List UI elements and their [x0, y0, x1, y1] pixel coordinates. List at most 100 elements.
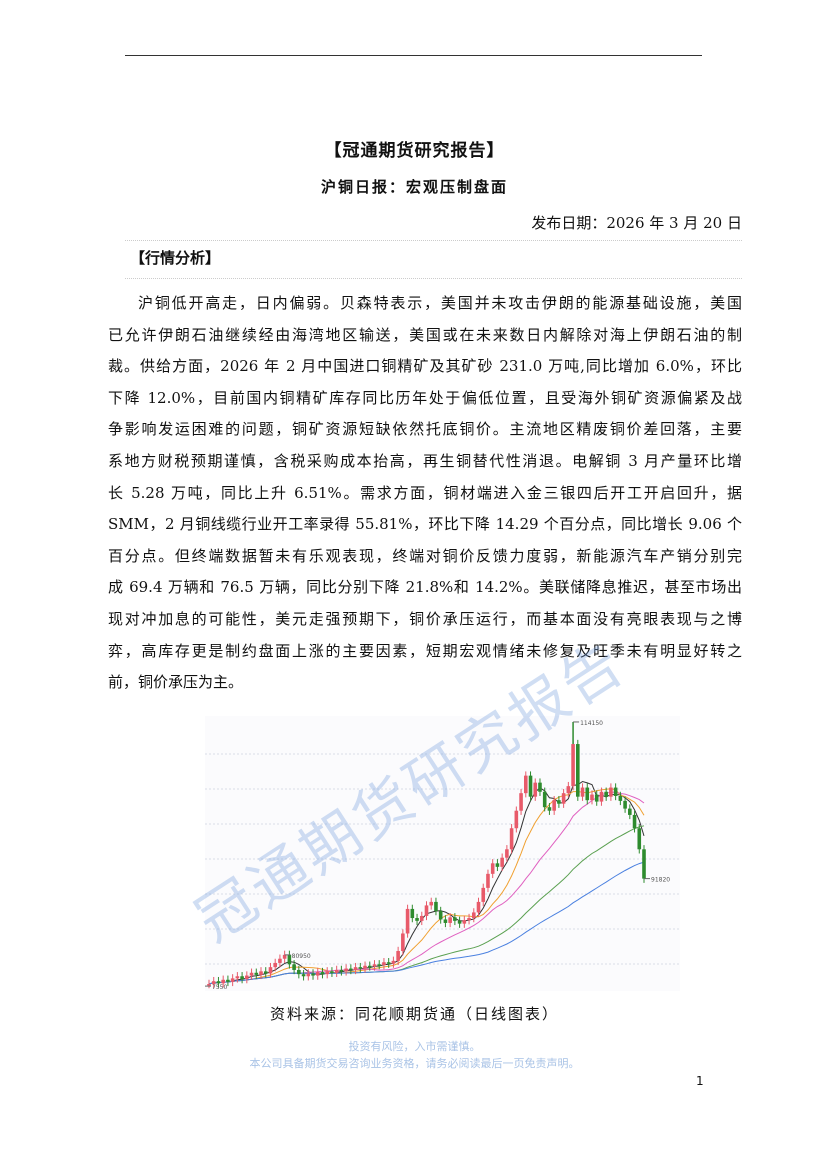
paragraph-line: 下降 12.0%，目前国内铜精矿库存同比历年处于偏低位置，且受海外铜矿资源偏紧及… [108, 388, 742, 407]
candle-body [552, 800, 556, 811]
candle-body [334, 969, 339, 973]
candle-body [240, 976, 244, 980]
candle-body [471, 912, 476, 919]
candle-body [500, 857, 504, 867]
candle-body [226, 979, 230, 982]
paragraph-line: 裁。供给方面，2026 年 2 月中国进口铜精矿及其矿砂 231.0 万吨,同比… [108, 357, 742, 376]
candle-body [438, 911, 443, 920]
candle-body [405, 908, 410, 934]
candle-body [576, 744, 580, 797]
candle-body [311, 973, 315, 976]
candle-body [349, 968, 353, 971]
candle-body [590, 794, 594, 801]
candle-body [415, 918, 419, 921]
candle-body [377, 964, 382, 966]
candle-body [367, 965, 372, 968]
annotation-label: 91820 [651, 877, 670, 884]
candle-body [613, 787, 618, 796]
annotation-label: 80950 [292, 953, 311, 960]
candle-body [533, 782, 538, 797]
candle-body [268, 967, 273, 974]
publish-date: 发布日期：2026 年 3 月 20 日 [531, 214, 742, 232]
candle-body [628, 808, 632, 815]
candle-body [263, 971, 268, 974]
candle-body [372, 964, 377, 967]
candle-body [542, 791, 547, 808]
candle-body [344, 968, 348, 972]
section-divider [125, 240, 742, 241]
candle-body [514, 810, 519, 829]
candle-body [363, 965, 367, 969]
moving-average-ma10 [208, 788, 645, 985]
candle-body [505, 849, 509, 858]
price-chart: 114150 80950 91820 7550 [205, 716, 680, 991]
candle-body [235, 976, 240, 979]
candle-body [211, 981, 216, 984]
candle-body [561, 793, 566, 804]
paragraph-line: 争影响发运困难的问题，铜矿资源短缺依然托底铜价。主流地区精废铜价差回落，主要 [108, 420, 742, 439]
candle-body [609, 787, 613, 797]
candle-body [330, 971, 334, 973]
paragraph-line: 已允许伊朗石油继续经由海湾地区输送，美国或在未来数日内解除对海上伊朗石油的制 [108, 325, 742, 344]
candle-body [467, 918, 471, 921]
candle-body [386, 962, 391, 964]
paragraph-line: 长 5.28 万吨，同比上升 6.51%。需求方面，铜材端进入金三银四后开工开启… [108, 483, 742, 502]
candle-body [538, 782, 542, 792]
candle-body [453, 917, 457, 921]
annotation-label: 114150 [580, 720, 603, 727]
candle-body [254, 972, 259, 975]
chart-background [205, 716, 680, 991]
candle-body [557, 800, 561, 804]
candle-body [429, 901, 434, 906]
candle-body [401, 933, 405, 952]
candle-body [457, 920, 462, 924]
candle-body [292, 964, 296, 970]
report-title: 【冠通期货研究报告】 [324, 141, 505, 161]
candle-body [443, 919, 448, 923]
candle-body [249, 972, 254, 976]
header-rule [125, 55, 702, 56]
candle-body [315, 972, 320, 976]
report-subtitle: 沪铜日报：宏观压制盘面 [320, 178, 508, 196]
candle-body [523, 775, 528, 794]
paragraph-line: 成 69.4 万辆和 76.5 万辆，同比分别下降 21.8%和 14.2%。美… [108, 578, 742, 597]
paragraph-line: 系地方财税预期谨慎，含税采购成本抬高，再生铜替代性消退。电解铜 3 月产量环比增 [108, 452, 742, 470]
candle-body [642, 849, 646, 879]
candle-body [382, 962, 386, 966]
candle-body [604, 791, 608, 797]
candle-body [632, 814, 637, 829]
candle-body [287, 954, 292, 965]
candle-body [623, 800, 627, 809]
candle-body [594, 794, 599, 802]
candle-body [396, 951, 400, 961]
paragraph-line: 前，铜价承压为主。 [108, 673, 244, 692]
candle-body [221, 979, 225, 984]
candle-body [448, 917, 452, 923]
candle-body [571, 744, 575, 787]
chart-caption: 资料来源：同花顺期货通（日线图表） [269, 1005, 559, 1023]
candle-body [245, 975, 249, 980]
candle-body [637, 828, 642, 850]
candle-body [301, 974, 306, 977]
candle-body [495, 863, 500, 867]
candle-body [547, 807, 552, 811]
candle-body [490, 863, 495, 874]
candle-body [259, 971, 263, 975]
candle-body [566, 786, 571, 794]
candle-body [481, 887, 486, 902]
candle-body [434, 901, 438, 912]
candle-body [618, 795, 623, 801]
candle-body [424, 905, 429, 916]
candle-body [278, 958, 282, 963]
candle-body [325, 971, 330, 975]
candle-body [519, 793, 523, 811]
candle-body [599, 791, 604, 802]
candle-body [585, 787, 590, 801]
disclaimer-notice: 本公司具备期货交易咨询业务资格，请务必阅读最后一页免责声明。 [249, 1057, 580, 1070]
annotation-label: 7550 [212, 984, 227, 991]
candle-body [306, 973, 311, 977]
candle-body [273, 962, 277, 968]
paragraph-line: SMM，2 月铜线缆行业开工率录得 55.81%，环比下降 14.29 个百分点… [108, 515, 742, 534]
candle-body [358, 967, 363, 969]
section-heading: 【行情分析】 [130, 249, 221, 267]
